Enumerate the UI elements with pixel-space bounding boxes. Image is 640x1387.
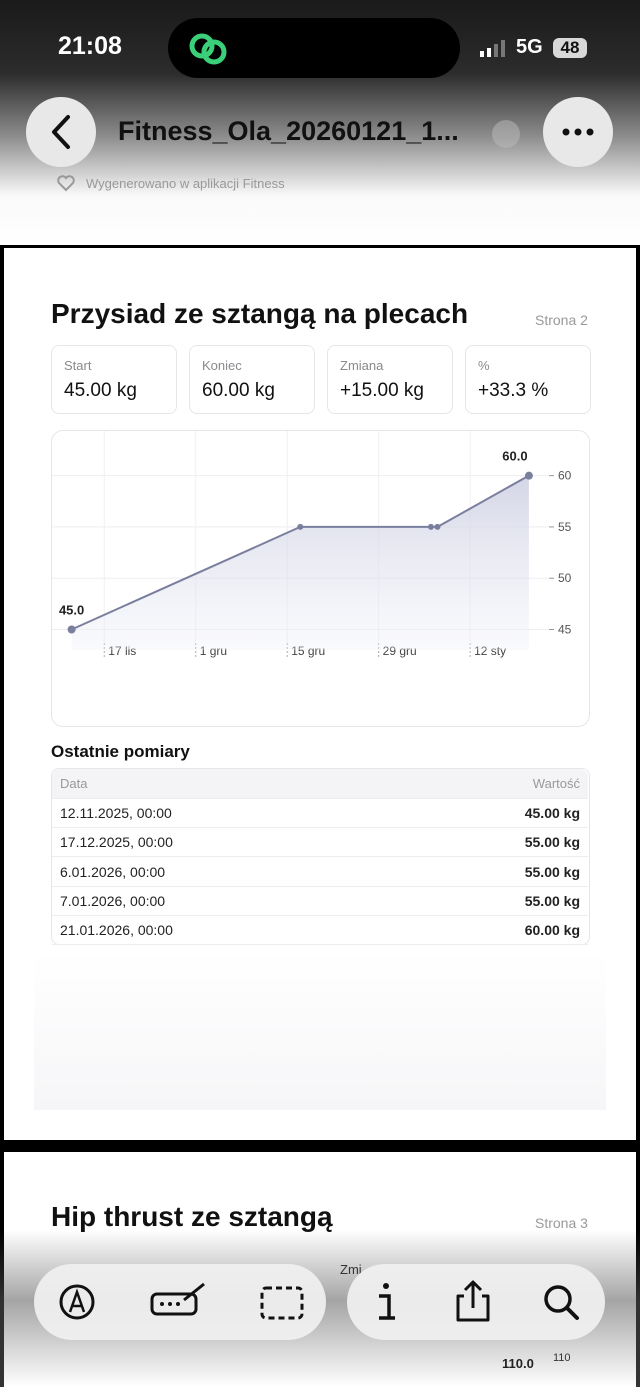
sign-tool[interactable] (150, 1282, 205, 1316)
point (297, 523, 304, 530)
page-fade (34, 950, 606, 1110)
area (71, 475, 529, 650)
date-cell: 21.01.2026, 00:00 (60, 922, 173, 939)
network: 5G (516, 36, 543, 58)
stat-label: % (478, 358, 490, 373)
stat-value: +15.00 kg (340, 380, 424, 401)
y-tick-label: 45 (558, 622, 572, 636)
point-label: 110.0 (502, 1356, 534, 1371)
value-label: 60.0 (502, 449, 527, 464)
value-cell: 55.00 kg (524, 834, 580, 851)
stat-card: Start 45.00 kg (51, 345, 177, 414)
y-tick-label: 55 (558, 520, 572, 534)
stat-label: Zmiana (340, 358, 384, 373)
point (67, 625, 76, 634)
table-row: 6.01.2026, 00:00 55.00 kg (52, 857, 588, 887)
page-label: Strona 2 (535, 312, 588, 328)
toolbar-right (347, 1264, 605, 1340)
markup-tool[interactable] (59, 1284, 95, 1320)
more-button[interactable] (543, 97, 613, 167)
select-tool[interactable] (260, 1286, 304, 1320)
point (524, 471, 533, 480)
subtitle-icon (57, 175, 75, 192)
stat-value: +33.3 % (478, 380, 549, 401)
info-button[interactable] (379, 1283, 395, 1320)
back-button[interactable] (26, 97, 96, 167)
title-chevron[interactable] (492, 120, 520, 148)
point (427, 523, 434, 530)
table-title: Ostatnie pomiary (51, 742, 190, 761)
subtitle: Wygenerowano w aplikacji Fitness (86, 176, 285, 191)
value-label: 45.0 (59, 602, 84, 617)
partial-label: Zmi (340, 1262, 362, 1277)
date-cell: 17.12.2025, 00:00 (60, 834, 173, 851)
point (434, 523, 441, 530)
search-button[interactable] (544, 1285, 579, 1320)
stat-value: 45.00 kg (64, 380, 137, 401)
value-cell: 45.00 kg (524, 805, 580, 821)
header-cell: Data (60, 776, 88, 791)
stat-card: Koniec 60.00 kg (189, 345, 315, 414)
header-cell: Wartość (532, 776, 580, 791)
signal (480, 40, 505, 57)
document-title: Fitness_Ola_20260121_1... (118, 116, 459, 146)
clock: 21:08 (58, 32, 122, 60)
page-title: Przysiad ze sztangą na plecach (51, 298, 469, 329)
y-tick-label: 50 (558, 571, 572, 585)
tick-label: 110 (553, 1352, 571, 1364)
table-row: 12.11.2025, 00:00 45.00 kg (52, 798, 588, 828)
battery: 48 (553, 38, 587, 58)
table-row: 21.01.2026, 00:00 60.00 kg (52, 915, 588, 946)
value-cell: 55.00 kg (524, 863, 580, 880)
stat-label: Koniec (202, 358, 242, 373)
date-cell: 6.01.2026, 00:00 (60, 863, 166, 880)
value-cell: 55.00 kg (524, 892, 580, 909)
page-label: Strona 3 (535, 1215, 588, 1231)
stat-label: Start (64, 358, 92, 373)
date-cell: 12.11.2025, 00:00 (60, 805, 172, 821)
page-title: Hip thrust ze sztangą (51, 1201, 333, 1232)
share-button[interactable] (456, 1280, 490, 1322)
date-cell: 7.01.2026, 00:00 (60, 892, 166, 909)
stat-value: 60.00 kg (202, 380, 275, 401)
stat-card: Zmiana +15.00 kg (327, 345, 453, 414)
y-tick-label: 60 (558, 469, 572, 483)
table-row: 7.01.2026, 00:00 55.00 kg (52, 886, 588, 916)
toolbar-left (34, 1264, 326, 1340)
value-cell: 60.00 kg (524, 922, 580, 939)
dynamic-island (168, 18, 460, 78)
island-icon (189, 33, 227, 65)
table-header: Data Wartość (52, 769, 588, 799)
stat-card: % +33.3 % (465, 345, 591, 414)
table-row: 17.12.2025, 00:00 55.00 kg (52, 827, 588, 858)
